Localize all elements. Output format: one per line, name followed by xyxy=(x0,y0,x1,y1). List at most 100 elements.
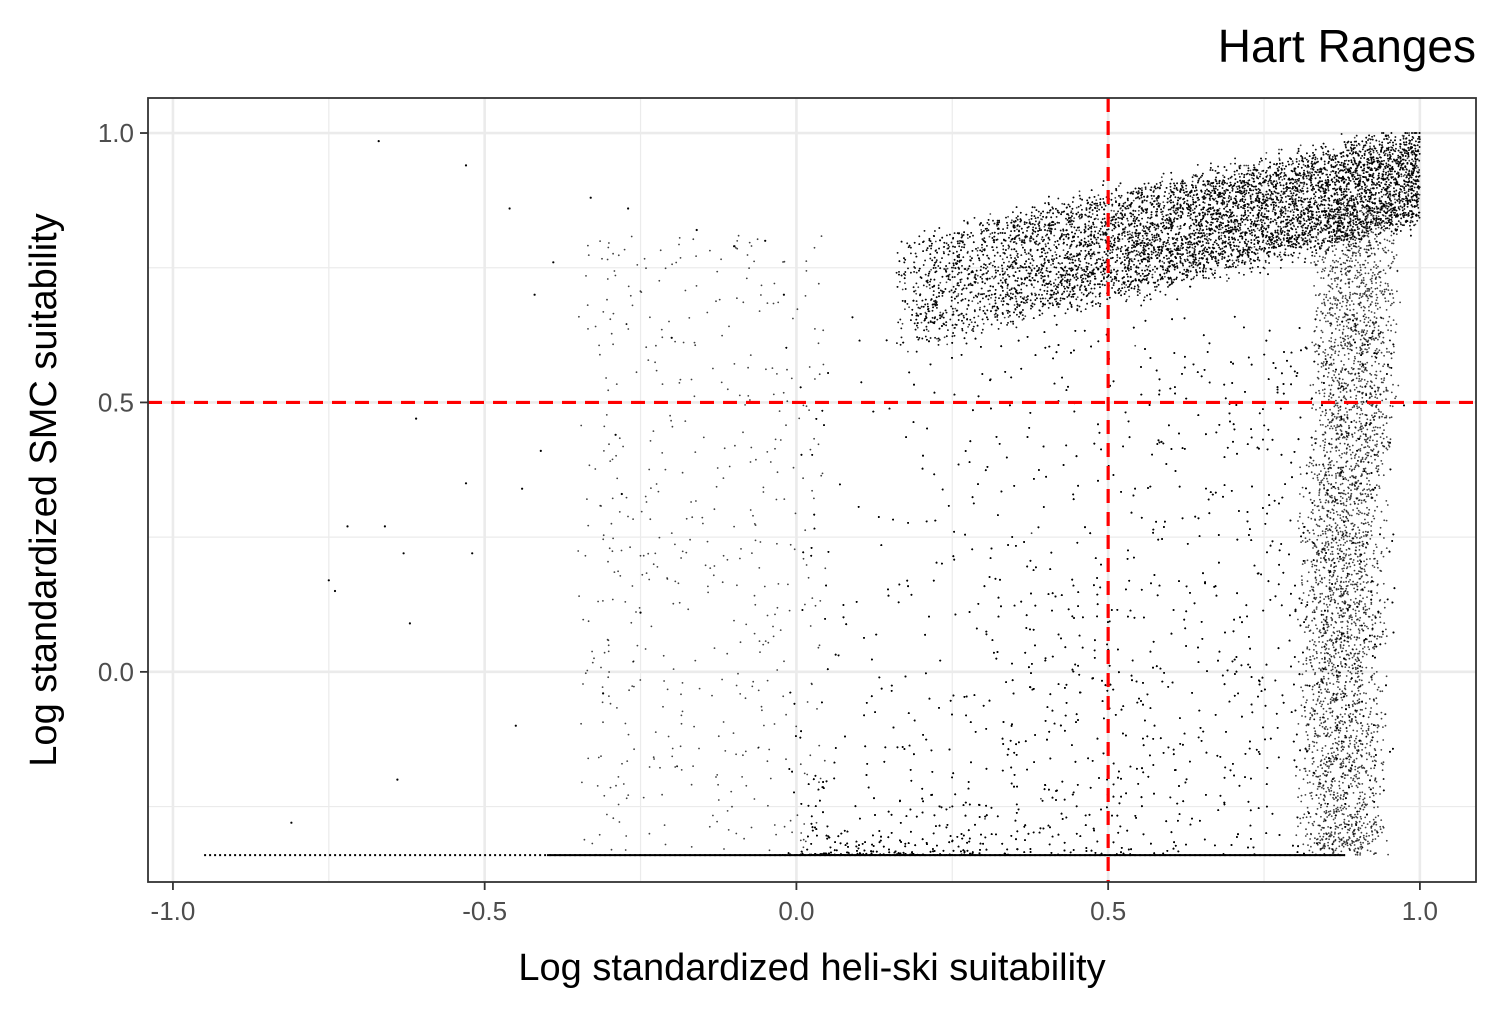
data-point xyxy=(1168,243,1171,246)
data-point xyxy=(1048,211,1051,214)
data-point xyxy=(1006,291,1009,294)
data-point xyxy=(916,326,919,329)
data-point xyxy=(1255,217,1258,220)
data-point xyxy=(929,287,931,290)
data-point xyxy=(1162,245,1165,248)
data-point xyxy=(1301,206,1304,209)
data-point xyxy=(396,778,399,781)
data-point xyxy=(1002,277,1004,279)
data-point xyxy=(1298,191,1301,194)
data-point xyxy=(1299,144,1302,147)
data-point xyxy=(1007,316,1010,318)
data-point xyxy=(1231,259,1234,262)
data-point xyxy=(1343,201,1345,204)
data-point xyxy=(1391,173,1393,176)
data-point xyxy=(996,225,998,227)
data-point xyxy=(1094,295,1097,298)
data-point xyxy=(972,263,975,265)
data-point xyxy=(1317,203,1320,206)
data-point xyxy=(1110,269,1113,272)
data-point xyxy=(1394,161,1397,163)
data-point xyxy=(1256,175,1258,178)
data-point xyxy=(901,322,904,325)
data-point xyxy=(1076,272,1079,274)
data-point xyxy=(1000,300,1003,303)
data-point xyxy=(1044,297,1047,300)
data-point xyxy=(1012,267,1015,269)
data-point xyxy=(1272,184,1275,186)
data-point xyxy=(1155,213,1158,216)
data-point xyxy=(1329,224,1332,227)
data-point xyxy=(627,207,630,210)
data-point xyxy=(1169,247,1172,250)
data-point xyxy=(1101,256,1104,259)
data-point xyxy=(1031,264,1034,267)
data-point xyxy=(1218,207,1221,210)
data-point xyxy=(1306,206,1308,209)
data-point xyxy=(1266,224,1269,227)
data-point xyxy=(614,433,617,436)
data-point xyxy=(1039,214,1042,217)
data-point xyxy=(539,449,542,452)
data-point xyxy=(1192,174,1195,176)
data-point xyxy=(1008,260,1010,263)
data-point xyxy=(1245,164,1248,167)
data-point xyxy=(1045,234,1047,237)
data-point xyxy=(1243,164,1246,167)
data-point xyxy=(1090,273,1093,276)
data-point xyxy=(970,321,973,324)
data-point xyxy=(1249,169,1252,172)
data-point xyxy=(1226,200,1228,203)
data-point xyxy=(1056,290,1059,293)
data-point xyxy=(1252,201,1255,204)
data-point xyxy=(937,340,940,342)
data-point xyxy=(1397,225,1399,228)
data-point xyxy=(1412,160,1415,163)
data-point xyxy=(1224,206,1227,209)
data-point xyxy=(939,311,942,314)
data-point xyxy=(993,222,996,225)
data-point xyxy=(1386,153,1389,156)
data-point xyxy=(1070,256,1073,259)
data-point xyxy=(1406,157,1409,160)
data-point xyxy=(1310,168,1312,170)
data-point xyxy=(1080,291,1083,294)
data-point xyxy=(1365,211,1368,214)
data-point xyxy=(1235,185,1238,188)
data-point xyxy=(1153,189,1155,192)
data-point xyxy=(1078,287,1081,289)
data-point xyxy=(1303,183,1305,186)
data-point xyxy=(1238,173,1240,175)
data-point xyxy=(1020,244,1023,246)
data-point xyxy=(1097,218,1099,221)
data-point xyxy=(942,250,945,253)
data-point xyxy=(945,281,948,284)
data-point xyxy=(979,306,981,309)
data-point xyxy=(1256,227,1259,230)
data-point xyxy=(1087,224,1090,227)
data-point xyxy=(1168,192,1170,195)
data-point xyxy=(1382,168,1385,171)
data-point xyxy=(695,228,698,232)
data-point xyxy=(1387,217,1390,220)
data-point xyxy=(1295,236,1298,239)
data-point xyxy=(952,310,955,313)
data-point xyxy=(1116,212,1119,215)
data-point xyxy=(1187,255,1189,258)
data-point xyxy=(1411,170,1413,172)
data-point xyxy=(1237,264,1239,267)
data-point xyxy=(1149,264,1151,266)
data-point xyxy=(415,417,418,420)
data-point xyxy=(1275,180,1278,183)
data-point xyxy=(1356,213,1358,216)
data-point xyxy=(1150,241,1153,244)
data-point xyxy=(1197,259,1200,262)
data-point xyxy=(1316,157,1319,160)
data-point xyxy=(1282,175,1285,178)
data-point xyxy=(977,315,980,318)
data-point xyxy=(966,269,969,272)
data-point xyxy=(1053,244,1056,246)
data-point xyxy=(1095,226,1098,229)
data-point xyxy=(1040,238,1043,241)
data-point xyxy=(948,273,951,276)
